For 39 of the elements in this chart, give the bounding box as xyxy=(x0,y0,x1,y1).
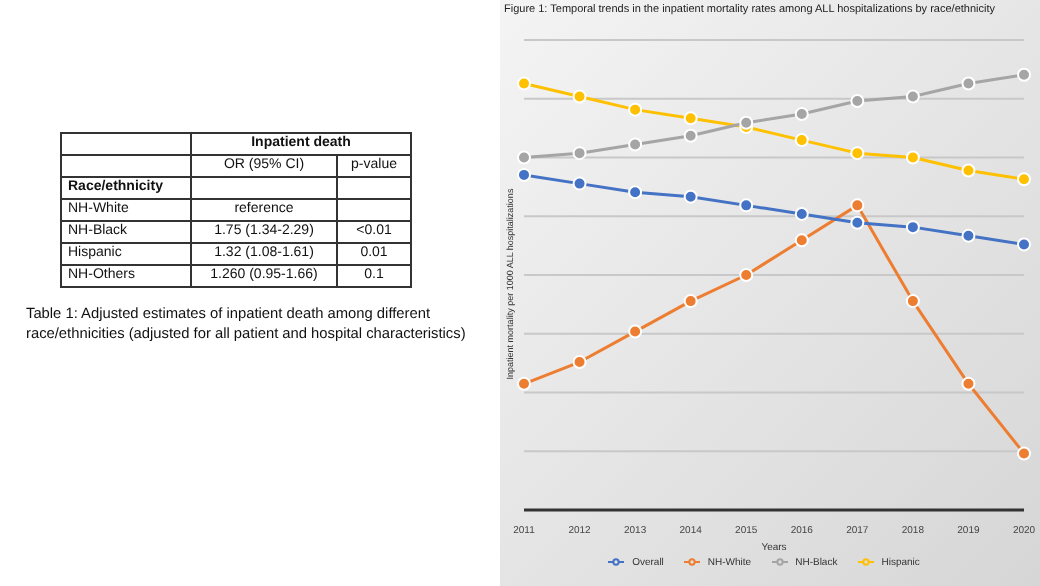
point xyxy=(961,376,976,391)
point xyxy=(905,150,920,165)
point xyxy=(683,294,698,309)
point xyxy=(1017,67,1031,82)
point xyxy=(850,198,865,213)
point xyxy=(905,220,920,235)
point xyxy=(1017,446,1031,461)
point xyxy=(905,89,920,104)
point xyxy=(628,185,643,200)
point xyxy=(905,294,920,309)
point xyxy=(850,93,865,108)
point xyxy=(739,115,754,130)
point xyxy=(628,324,643,339)
point xyxy=(683,111,698,126)
point xyxy=(572,89,587,104)
point xyxy=(517,376,531,391)
point xyxy=(1017,237,1031,252)
point xyxy=(572,146,587,161)
point xyxy=(739,268,754,282)
point xyxy=(572,355,587,370)
point xyxy=(517,150,531,165)
point xyxy=(739,198,754,213)
point xyxy=(961,76,976,91)
point xyxy=(517,167,531,182)
point xyxy=(683,128,698,143)
point xyxy=(850,146,865,161)
point xyxy=(794,207,809,222)
point xyxy=(794,106,809,121)
point xyxy=(572,176,587,191)
point xyxy=(628,137,643,152)
point xyxy=(628,102,643,117)
point xyxy=(517,76,531,91)
point xyxy=(794,233,809,248)
point xyxy=(961,163,976,178)
point xyxy=(683,189,698,204)
point xyxy=(794,133,809,148)
point xyxy=(1017,172,1031,187)
point xyxy=(961,228,976,243)
point xyxy=(850,215,865,230)
